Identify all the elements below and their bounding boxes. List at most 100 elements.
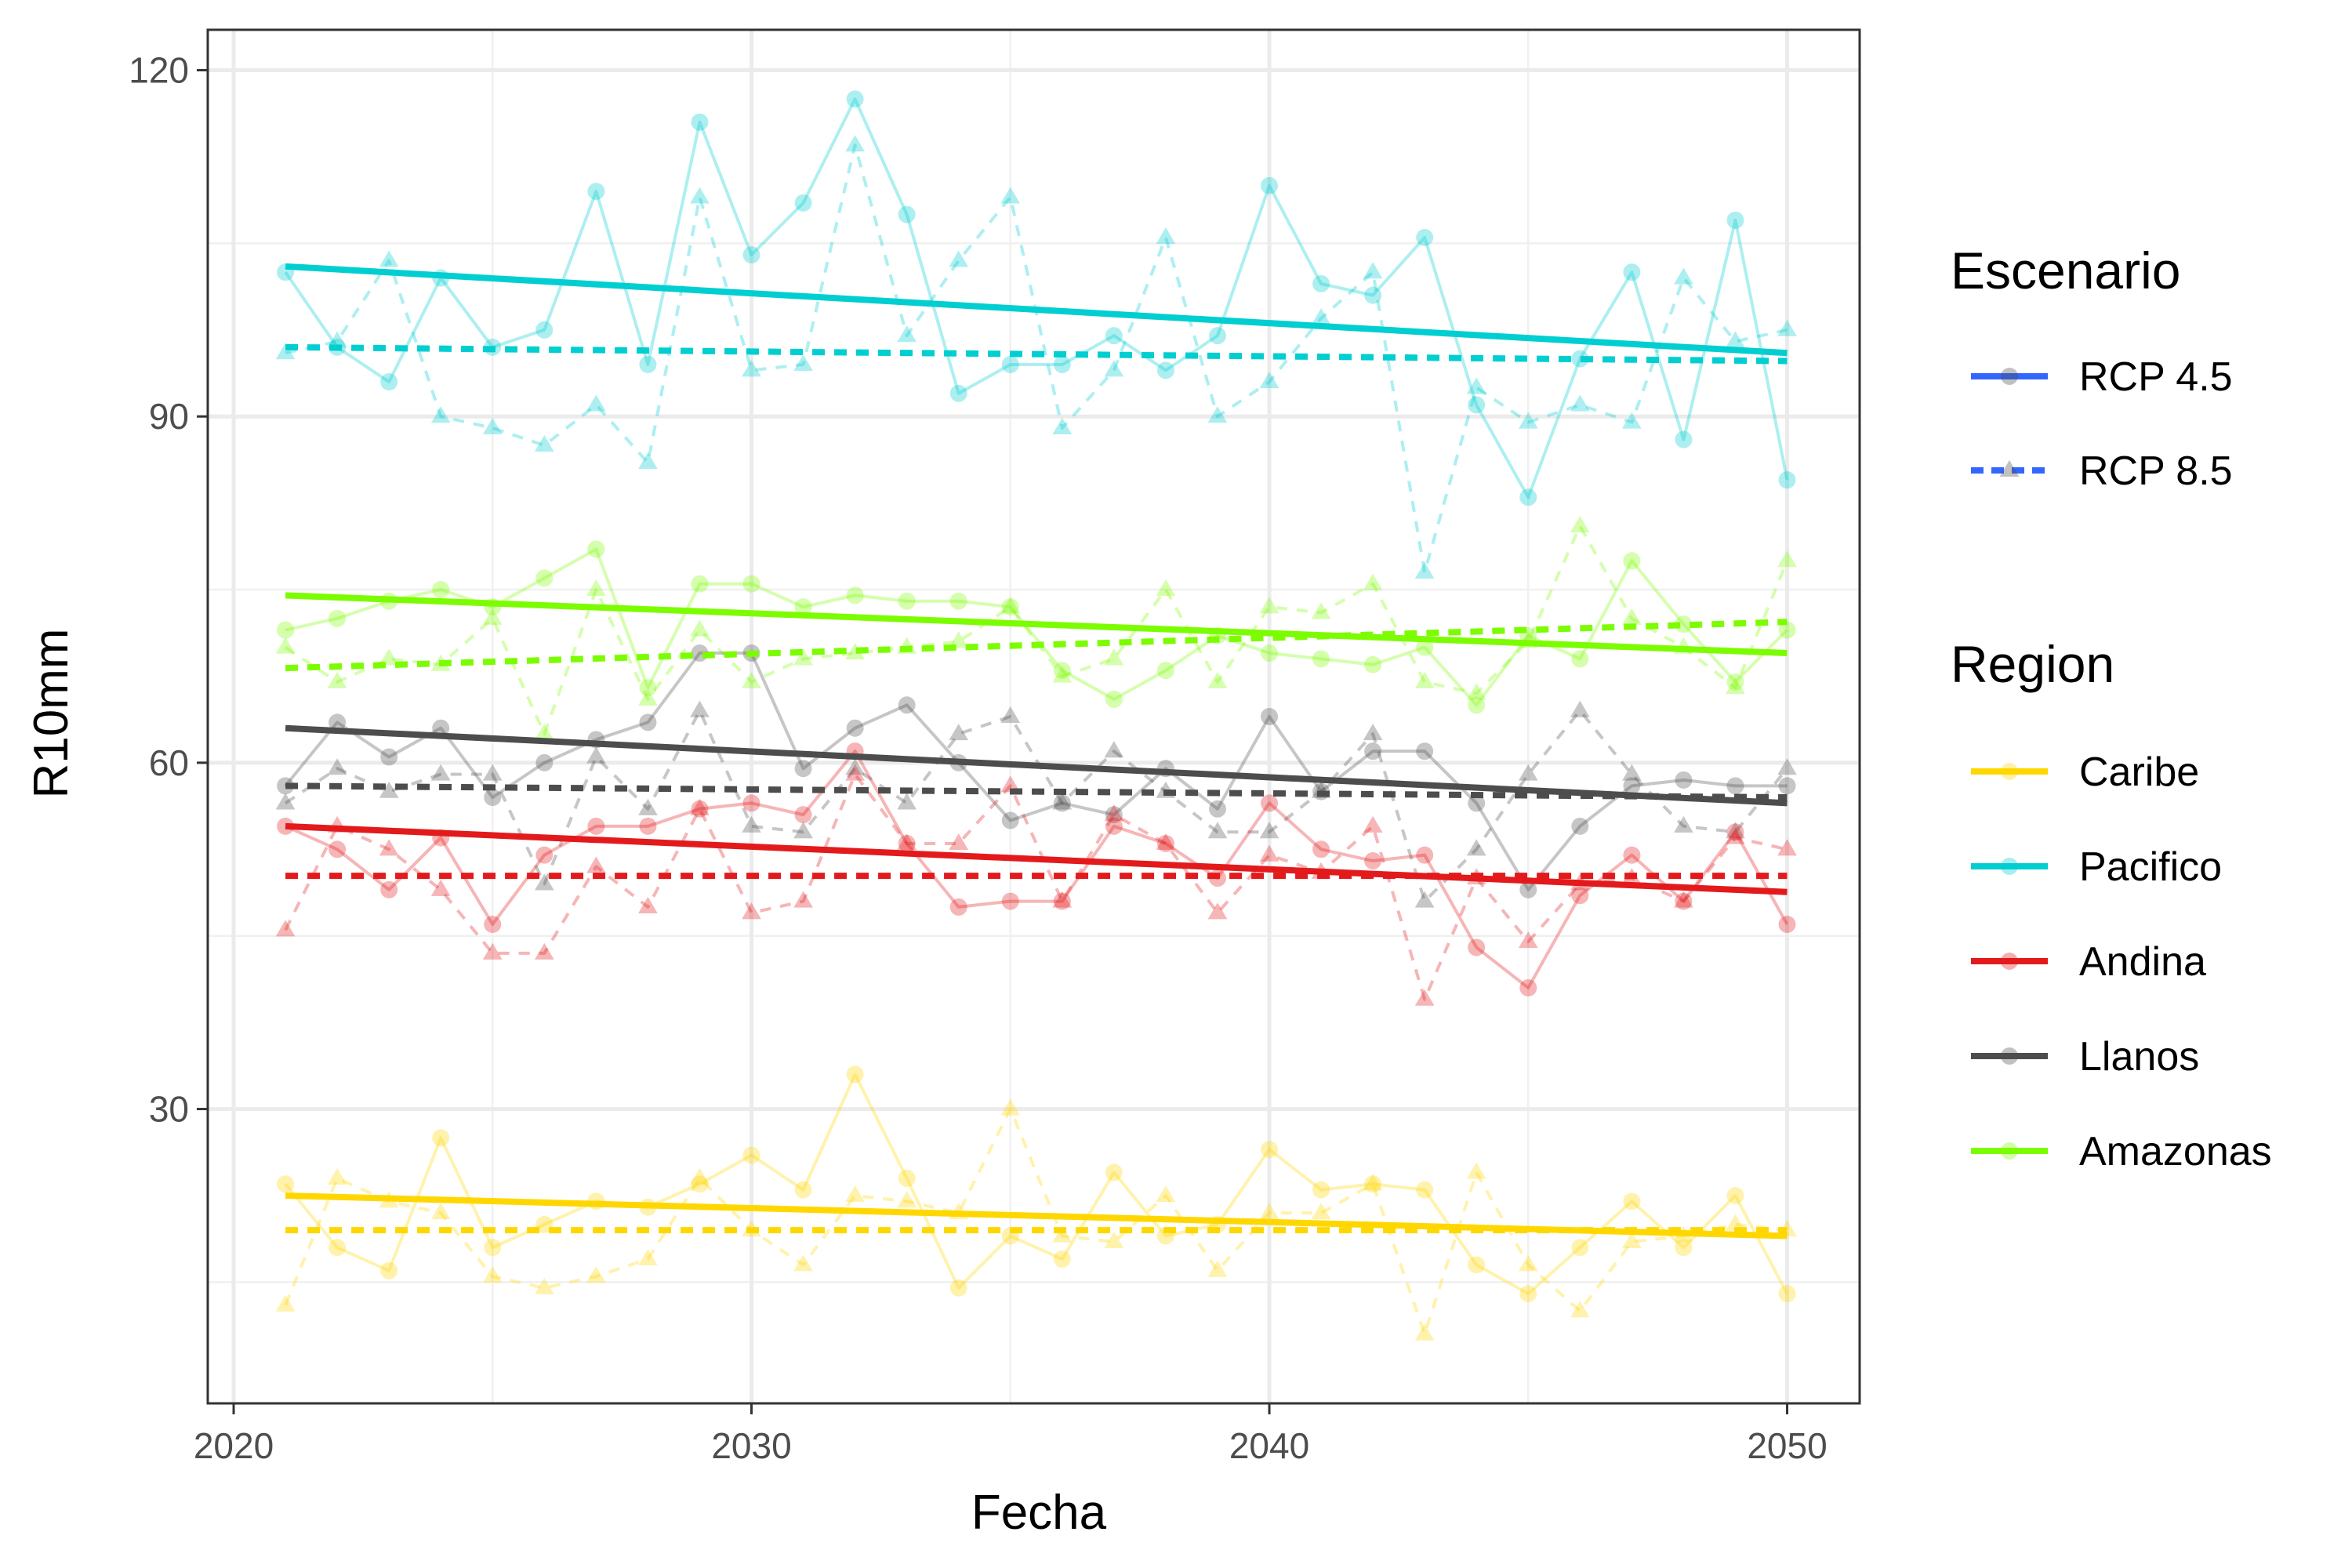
data-point-pacifico-rcp45	[1623, 263, 1641, 281]
data-point-andina-rcp45	[484, 916, 502, 934]
data-point-caribe-rcp85	[1000, 1098, 1021, 1116]
y-axis: 30 60 90 120	[129, 50, 208, 1130]
data-point-caribe-rcp45	[1261, 1141, 1279, 1159]
data-point-caribe-rcp45	[1416, 1181, 1434, 1199]
data-point-pacifico-rcp85	[1259, 372, 1279, 389]
data-point-andina-rcp45	[1053, 892, 1071, 910]
series-line-amazonas-rcp45	[285, 547, 1788, 707]
data-point-amazonas-rcp85	[1104, 648, 1124, 666]
data-point-pacifico-rcp45	[1001, 355, 1019, 373]
data-point-llanos-rcp45	[1261, 708, 1279, 725]
data-point-amazonas-rcp45	[1778, 621, 1796, 639]
data-point-pacifico-rcp85	[1052, 417, 1073, 434]
data-point-pacifico-rcp85	[379, 250, 399, 267]
data-point-pacifico-rcp45	[691, 113, 709, 131]
data-point-caribe-rcp45	[277, 1175, 295, 1193]
data-point-amazonas-rcp45	[1726, 673, 1744, 691]
data-point-andina-rcp45	[535, 846, 554, 864]
data-point-llanos-rcp45	[328, 713, 347, 731]
series-caribe-rcp85	[275, 1098, 1797, 1341]
data-point-pacifico-rcp85	[897, 325, 917, 343]
data-point-amazonas-rcp85	[1622, 608, 1642, 625]
data-point-llanos-rcp45	[639, 713, 657, 731]
data-point-andina-rcp85	[690, 798, 710, 815]
data-point-amazonas-rcp85	[1156, 579, 1176, 597]
legend-escenario-title: Escenario	[1951, 241, 2181, 299]
legend-label-pacifico: Pacifico	[2079, 844, 2222, 890]
legend-key-caribe	[1971, 763, 2048, 780]
x-tick-label: 2020	[194, 1425, 274, 1466]
data-point-andina-rcp45	[1726, 823, 1744, 841]
data-point-amazonas-rcp85	[1000, 597, 1021, 614]
data-point-andina-rcp45	[1364, 852, 1382, 870]
data-point-andina-rcp45	[1001, 892, 1019, 910]
data-point-andina-rcp85	[1674, 891, 1693, 908]
legend-circle-marker	[2001, 1047, 2018, 1065]
data-point-llanos-rcp85	[638, 798, 658, 815]
data-point-pacifico-rcp85	[586, 394, 606, 412]
series-line-pacifico-rcp45	[284, 97, 1789, 499]
data-point-pacifico-rcp85	[275, 343, 296, 360]
data-point-pacifico-rcp45	[587, 183, 605, 201]
data-point-caribe-rcp45	[1053, 1250, 1071, 1268]
data-point-amazonas-rcp85	[845, 643, 865, 660]
data-point-amazonas-rcp85	[275, 637, 296, 654]
data-point-andina-rcp85	[845, 764, 865, 781]
data-point-pacifico-rcp85	[1000, 187, 1021, 204]
data-point-caribe-rcp85	[1622, 1231, 1642, 1248]
x-tick-label: 2040	[1229, 1425, 1309, 1466]
data-point-llanos-rcp45	[1778, 777, 1796, 795]
series-andina-rcp85	[275, 764, 1797, 1006]
data-point-andina-rcp45	[742, 794, 760, 812]
data-point-llanos-rcp45	[1364, 742, 1382, 760]
data-point-pacifico-rcp45	[1105, 327, 1123, 345]
data-point-pacifico-rcp45	[1726, 211, 1744, 229]
data-point-andina-rcp85	[534, 942, 554, 960]
x-tick-label: 2050	[1747, 1425, 1827, 1466]
series-line-andina-rcp85	[284, 772, 1788, 1001]
data-point-amazonas-rcp45	[277, 621, 295, 639]
data-point-andina-rcp45	[898, 834, 916, 852]
series-line-andina-rcp45	[285, 750, 1789, 989]
data-point-amazonas-rcp85	[1363, 573, 1383, 590]
trend-line-pacifico-rcp45	[285, 263, 1788, 357]
series-andina-rcp45	[277, 742, 1796, 996]
data-point-caribe-rcp45	[1312, 1181, 1330, 1199]
data-point-pacifico-rcp45	[639, 355, 657, 373]
data-point-llanos-rcp45	[1468, 794, 1486, 812]
data-point-caribe-rcp85	[1518, 1254, 1538, 1272]
y-axis-title: R10mm	[24, 628, 78, 798]
series-amazonas-rcp45	[277, 540, 1796, 714]
data-point-caribe-rcp45	[1519, 1285, 1537, 1303]
data-point-amazonas-rcp45	[1623, 552, 1641, 570]
data-point-pacifico-rcp45	[1675, 430, 1693, 448]
legend-escenario: Escenario RCP 4.5 RCP 8.5	[1951, 241, 2233, 494]
data-point-llanos-rcp45	[535, 753, 554, 771]
data-point-amazonas-rcp45	[639, 679, 657, 697]
data-point-pacifico-rcp85	[1156, 227, 1176, 245]
data-point-pacifico-rcp85	[638, 452, 658, 470]
data-point-pacifico-rcp45	[1571, 350, 1589, 368]
data-point-pacifico-rcp85	[1311, 308, 1331, 325]
trend-line-pacifico-rcp85	[285, 343, 1788, 365]
data-point-amazonas-rcp85	[1311, 602, 1331, 619]
data-point-caribe-rcp45	[1778, 1285, 1796, 1303]
data-point-amazonas-rcp45	[328, 609, 347, 627]
data-point-amazonas-rcp85	[1570, 516, 1590, 533]
data-point-caribe-rcp45	[1623, 1192, 1641, 1210]
data-point-pacifico-rcp45	[1053, 355, 1071, 373]
data-point-pacifico-rcp85	[482, 417, 503, 434]
data-point-andina-rcp85	[430, 879, 451, 896]
data-point-caribe-rcp85	[1156, 1185, 1176, 1203]
legend-label-rcp85: RCP 8.5	[2079, 448, 2233, 494]
data-point-pacifico-rcp85	[690, 187, 710, 204]
data-point-andina-rcp45	[1778, 916, 1796, 934]
data-point-andina-rcp85	[949, 833, 969, 851]
data-point-pacifico-rcp45	[794, 194, 812, 212]
legend-region: Region Caribe Pacifico Andina Llanos Amazona…	[1951, 635, 2272, 1174]
data-point-amazonas-rcp45	[1468, 696, 1486, 714]
data-point-pacifico-rcp85	[1466, 377, 1486, 394]
data-point-andina-rcp45	[380, 880, 398, 898]
legend-key-rcp85	[1971, 460, 2048, 477]
data-point-llanos-rcp45	[484, 789, 502, 807]
